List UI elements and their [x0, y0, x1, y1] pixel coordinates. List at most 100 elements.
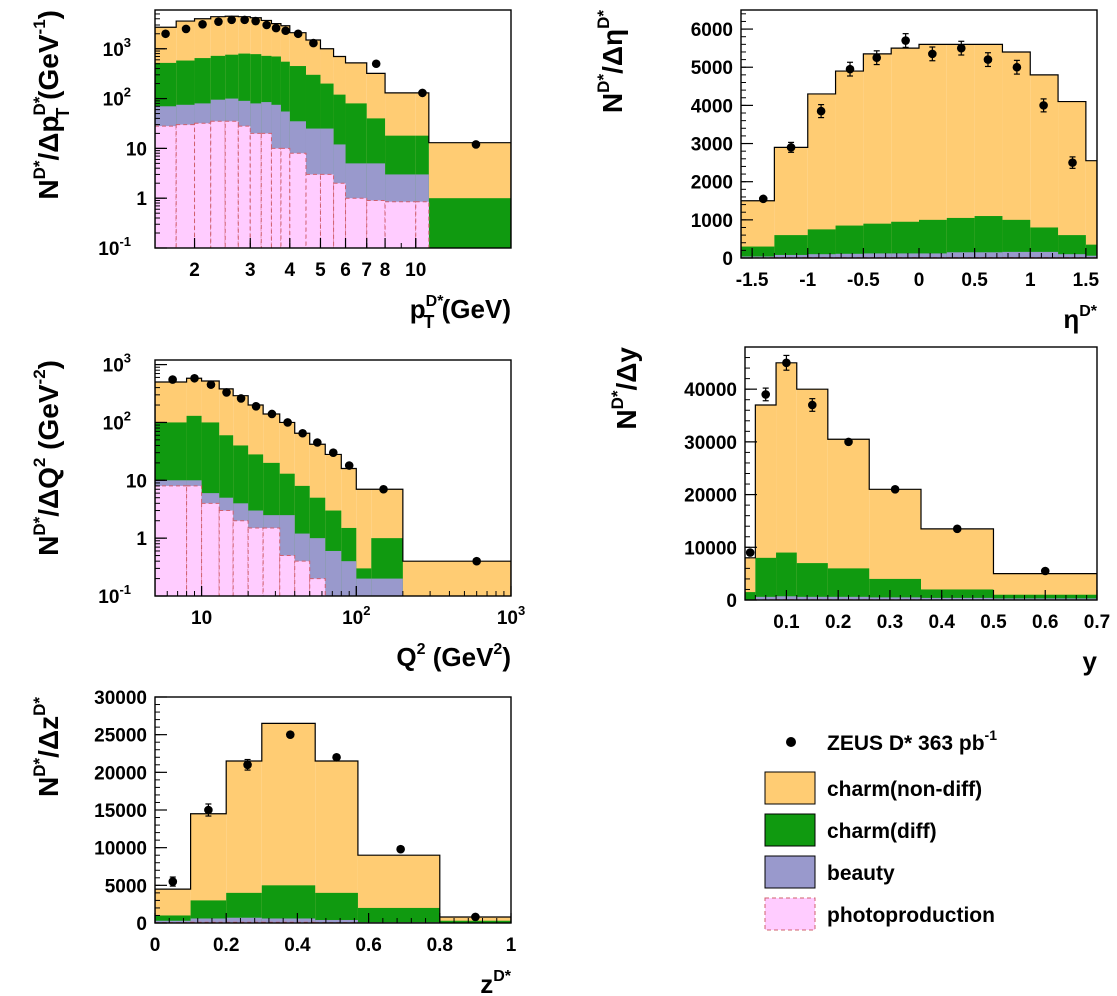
bar-photoproduction — [345, 197, 368, 248]
bar-beauty — [807, 254, 836, 258]
y-tick-label: 103 — [103, 351, 131, 377]
bar-beauty — [1002, 251, 1031, 258]
x-axis-label: pD* T (GeV) — [410, 293, 511, 332]
bar-charm-nondiff — [402, 561, 511, 596]
y-label-mid: /Δη — [597, 29, 628, 74]
y-label-end: ) — [33, 10, 64, 19]
axes-frame — [154, 9, 512, 249]
y-tick-text: 5000 — [691, 58, 733, 79]
data-point — [872, 53, 882, 62]
bar-beauty — [371, 578, 403, 596]
data-point — [251, 402, 261, 411]
legend-label-text: photoproduction — [827, 904, 995, 927]
y-axis-label: ND*/Δy — [608, 347, 642, 430]
data-point — [807, 400, 817, 410]
data-point — [204, 805, 213, 815]
y-tick-text: 10 — [103, 90, 124, 111]
bar-charm-diff — [1058, 235, 1086, 258]
legend-label-text: charm(diff) — [827, 820, 937, 843]
y-tick-label: 2000 — [691, 173, 733, 194]
data-point — [1068, 158, 1077, 167]
data-point — [1012, 62, 1022, 72]
x-axis-label: zD* — [480, 968, 512, 996]
y-tick-text: 4000 — [691, 96, 733, 117]
x-label-tail-sup: 2 — [493, 641, 502, 658]
x-tick-label: 0.8 — [427, 935, 453, 956]
bar-beauty — [1085, 255, 1097, 258]
bar-photoproduction — [237, 125, 251, 248]
y-label-tail: (GeV — [33, 384, 64, 457]
bar-charm-diff — [155, 915, 191, 923]
y-tick-text: 25000 — [94, 726, 147, 747]
x-tick-label: 1.5 — [1073, 270, 1100, 291]
bar-beauty — [155, 920, 191, 923]
x-tick-label: 0.4 — [284, 935, 311, 956]
bar-beauty — [835, 253, 864, 258]
plot-area-pt — [155, 15, 511, 248]
y-tick-text: 20000 — [94, 763, 147, 784]
bar-beauty — [261, 918, 316, 923]
y-tick-label: 102 — [103, 408, 131, 434]
bar-photoproduction — [384, 201, 417, 248]
x-tick-text: 4 — [285, 260, 296, 281]
data-point — [285, 730, 295, 739]
legend-data-sup: -1 — [985, 727, 998, 743]
bar-charm-diff — [190, 900, 227, 923]
bar-charm-diff — [776, 552, 797, 600]
x-tick-label: 0.2 — [213, 935, 239, 956]
bar-charm-diff — [439, 920, 511, 923]
data-point — [928, 49, 937, 59]
data-point — [328, 448, 338, 457]
x-tick-label: 0 — [914, 270, 925, 291]
y-tick-label: 1000 — [691, 211, 733, 232]
x-tick-text: -0.5 — [847, 270, 880, 291]
bar-photoproduction — [249, 132, 262, 248]
mc-outline — [741, 43, 1097, 258]
y-tick-text: 5000 — [105, 876, 147, 897]
y-tick-label: 10-1 — [98, 234, 131, 260]
bar-beauty — [919, 253, 947, 258]
y-label-main: N — [611, 409, 642, 429]
data-point — [1040, 566, 1050, 576]
x-tick-text: 1 — [1025, 270, 1036, 291]
y-tick-label: 5000 — [105, 876, 147, 897]
x-tick-text: 1 — [506, 935, 517, 956]
bar-charm-nondiff — [776, 362, 797, 600]
x-tick-text: 3 — [245, 260, 256, 281]
y-tick-label: 20000 — [94, 763, 147, 784]
y-tick-label: 15000 — [94, 801, 147, 822]
data-point — [271, 23, 281, 33]
x-tick-text: -1 — [799, 270, 816, 291]
bar-beauty — [1058, 254, 1086, 258]
y-tick-label: 4000 — [691, 96, 733, 117]
x-axis-label: ηD* — [1063, 303, 1097, 334]
data-point — [1039, 101, 1048, 110]
bar-photoproduction — [232, 520, 249, 596]
legend-data-marker — [786, 737, 796, 747]
y-tick-text: 10 — [103, 356, 124, 377]
y-tick-label: 10000 — [94, 839, 147, 860]
bar-charm-nondiff — [1058, 101, 1086, 258]
bar-photoproduction — [309, 578, 326, 596]
y-label-tail-sup: -1 — [30, 19, 49, 34]
x-label-main: Q — [396, 642, 416, 672]
panel-z: 0 0.2 0.4 0.6 0.8 1 0 5000 10000 15000 20000 25000 3… — [30, 688, 517, 996]
y-tick-text: 10000 — [684, 538, 737, 559]
data-point — [956, 43, 966, 53]
data-point — [844, 437, 853, 447]
data-point — [761, 390, 771, 399]
y-tick-text: 10 — [103, 40, 124, 61]
data-point — [471, 140, 481, 149]
x-tick-text: 10 — [342, 608, 363, 629]
x-tick-label: 0 — [150, 935, 161, 956]
y-tick-text: 10 — [126, 471, 147, 492]
bar-charm-diff — [741, 246, 775, 258]
y-tick-text: 30000 — [684, 433, 737, 454]
y-tick-label: 5000 — [691, 58, 733, 79]
x-tick-text: 0.4 — [284, 935, 311, 956]
data-point — [472, 556, 481, 566]
bar-photoproduction — [247, 527, 264, 596]
y-axis-label: ND*/ΔpD* T (GeV-1) — [30, 10, 73, 200]
y-tick-label: 0 — [722, 249, 733, 270]
